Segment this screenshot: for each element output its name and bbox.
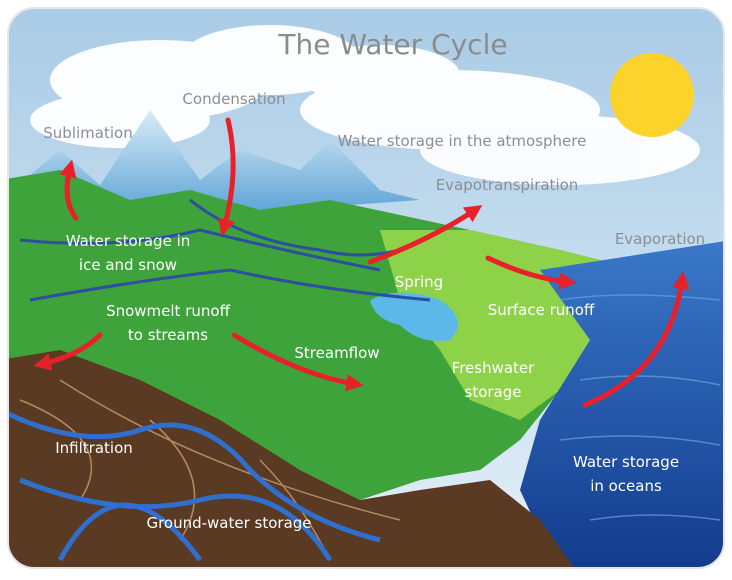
label: Surface runoff [488, 301, 595, 319]
label-line: Evapotranspiration [436, 176, 579, 194]
label-line: ice and snow [79, 256, 177, 274]
label-line: Freshwater [452, 359, 535, 377]
label: Ground-water storage [146, 514, 311, 532]
label: Infiltration [55, 439, 133, 457]
label-line: Ground-water storage [146, 514, 311, 532]
label: Water storage in the atmosphere [338, 132, 587, 150]
label: Sublimation [43, 124, 132, 142]
water-cycle-diagram: The Water Cycle Condensation Sublimation… [0, 0, 732, 576]
label: Spring [395, 273, 443, 291]
label-line: Surface runoff [488, 301, 595, 319]
label: Evaporation [615, 230, 705, 248]
label-line: Infiltration [55, 439, 133, 457]
label: Evapotranspiration [436, 176, 579, 194]
label-line: Condensation [182, 90, 285, 108]
label-line: Water storage [573, 453, 679, 471]
label: Condensation [182, 90, 285, 108]
label-line: Spring [395, 273, 443, 291]
label: Streamflow [294, 344, 379, 362]
label-line: Sublimation [43, 124, 132, 142]
label-line: to streams [128, 326, 208, 344]
label-line: Water storage in [66, 232, 191, 250]
label-line: Evaporation [615, 230, 705, 248]
label-line: in oceans [590, 477, 662, 495]
diagram-title: The Water Cycle [277, 28, 507, 61]
label-line: Water storage in the atmosphere [338, 132, 587, 150]
label-line: Snowmelt runoff [106, 302, 230, 320]
label-line: Streamflow [294, 344, 379, 362]
label-line: storage [465, 383, 522, 401]
